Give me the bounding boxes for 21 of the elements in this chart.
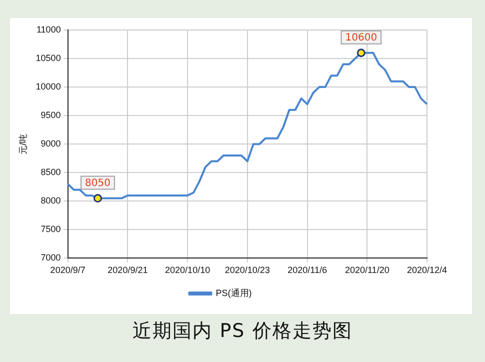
annotation: 10600: [345, 32, 378, 44]
y-tick-label: 7500: [40, 224, 61, 234]
y-tick-label: 8000: [40, 196, 61, 206]
y-tick-label: 11000: [36, 24, 61, 34]
x-tick-label: 2020/11/6: [288, 265, 327, 276]
x-tick-label: 2020/9/21: [108, 265, 148, 276]
y-tick-label: 9500: [40, 110, 61, 120]
x-tick-label: 2020/11/20: [344, 265, 390, 276]
x-tick-label: 2020/10/10: [165, 265, 210, 276]
text: 近期国内 PS 价格走势图: [132, 319, 354, 344]
y-tick-label: 10000: [36, 82, 61, 92]
x-tick-label: 2020/9/7: [50, 265, 86, 276]
y-tick-label: 8500: [40, 167, 61, 178]
y-tick-label: 7000: [40, 252, 61, 263]
y-tick-label: 10500: [36, 53, 61, 64]
x-tick-label: 2020/12/4: [406, 265, 448, 276]
y-tick-label: 9000: [40, 138, 61, 149]
x-tick-label: 2020/10/23: [224, 265, 270, 276]
legend-label: PS(通用): [216, 288, 252, 298]
y-axis-title: 元/吨: [18, 134, 28, 154]
annotation: 8050: [85, 178, 110, 189]
